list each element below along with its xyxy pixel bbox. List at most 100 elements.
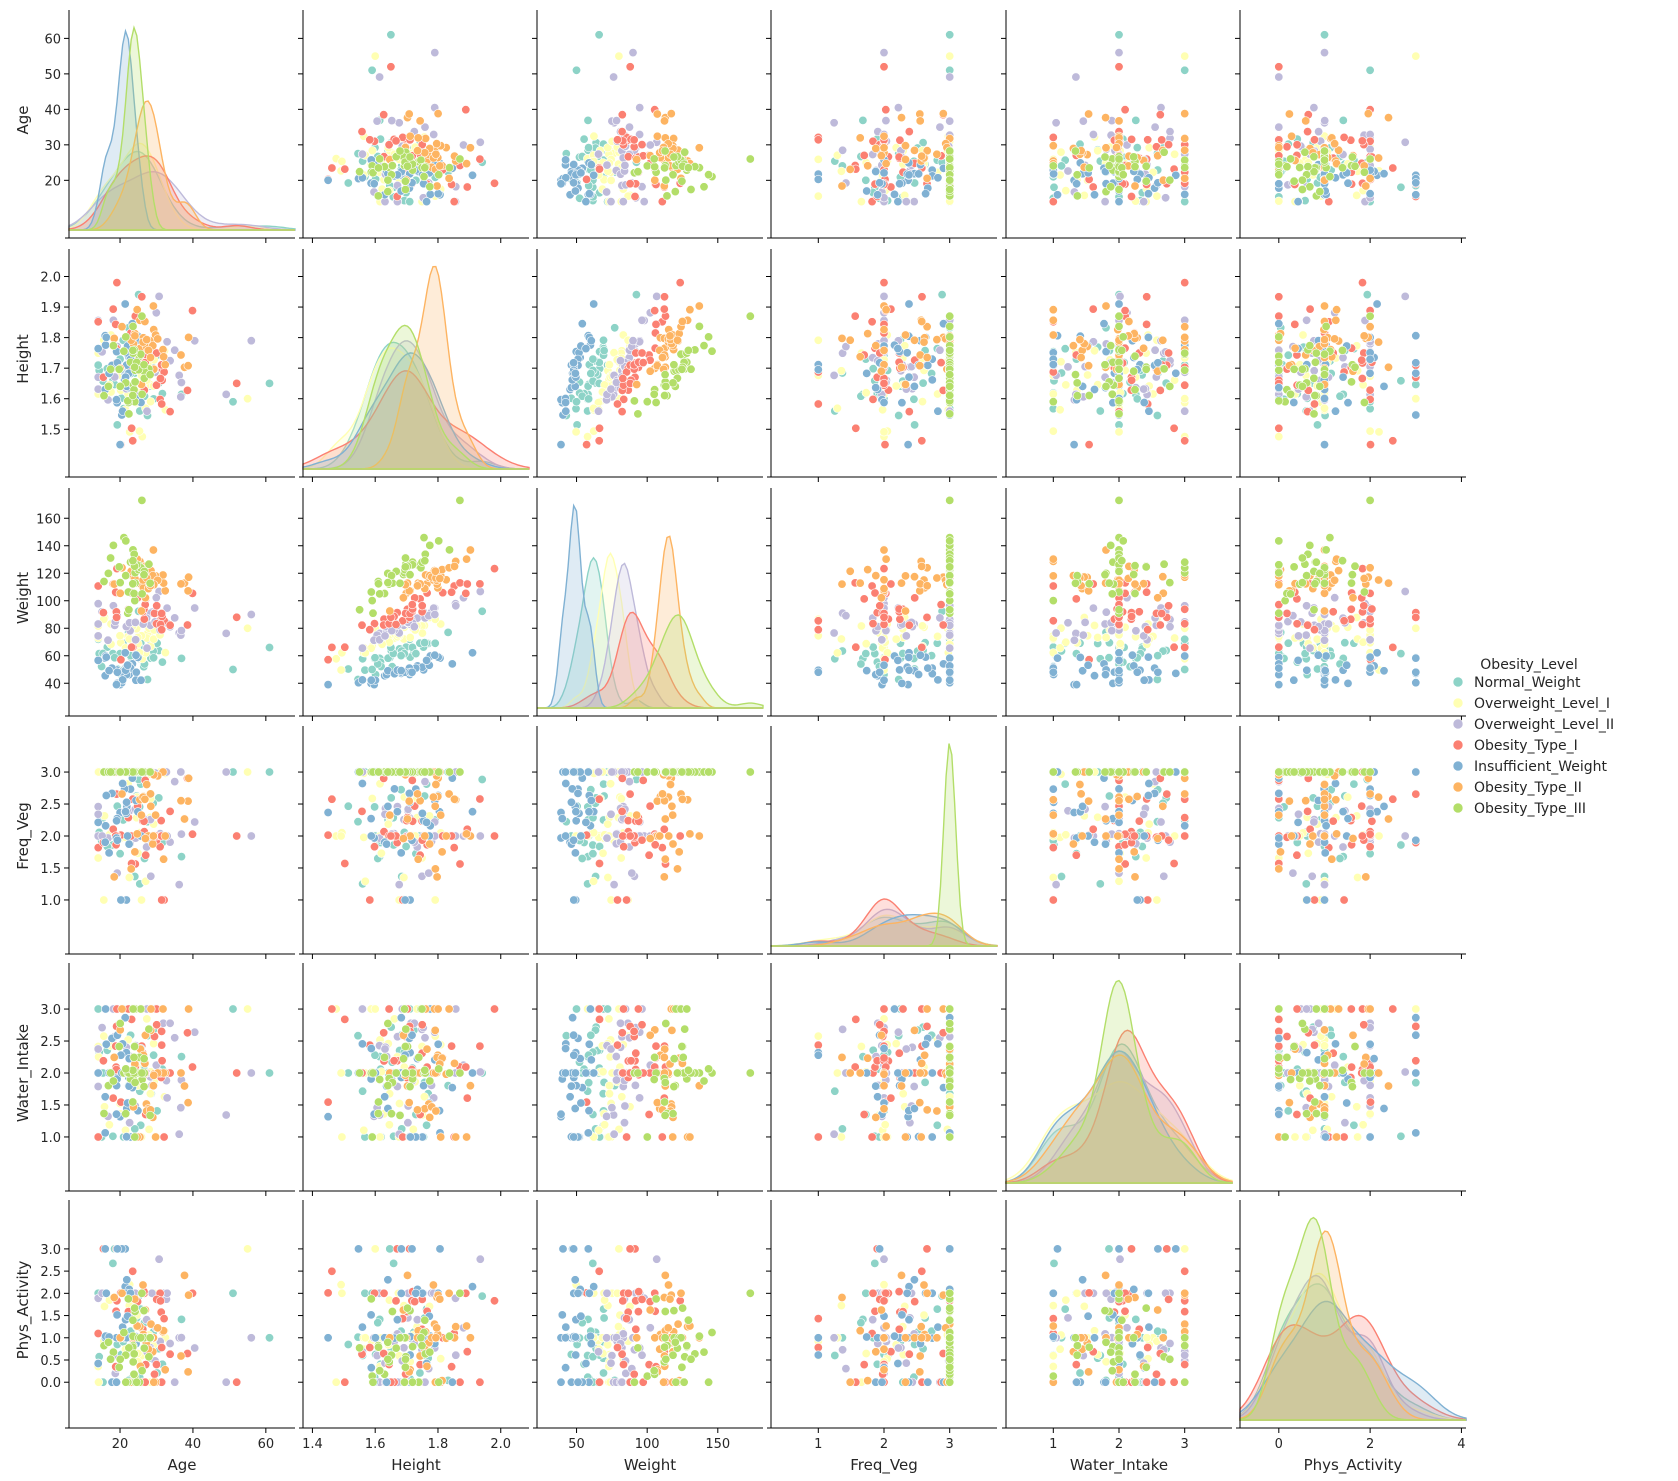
point-Obesity_Type_III-18	[1181, 349, 1189, 357]
point-Obesity_Type_II-2	[1287, 132, 1295, 140]
point-Obesity_Type_I-22	[142, 851, 150, 859]
point-Obesity_Type_I-13	[1127, 612, 1135, 620]
point-Insufficient_Weight-21	[401, 896, 409, 904]
point-Obesity_Type_III-29	[1275, 333, 1283, 341]
point-Insufficient_Weight-33	[880, 676, 888, 684]
point-Obesity_Type_III-21	[355, 606, 363, 614]
point-Obesity_Type_II-24	[131, 848, 139, 856]
point-Normal_Weight-25	[478, 775, 486, 783]
point-Insufficient_Weight-7	[578, 320, 586, 328]
point-Obesity_Type_I-14	[1170, 859, 1178, 867]
point-Obesity_Type_II-5	[880, 325, 888, 333]
point-Obesity_Type_III-34	[138, 768, 146, 776]
point-Overweight_Level_II-8	[619, 197, 627, 205]
point-Obesity_Type_III-11	[130, 589, 138, 597]
point-Overweight_Level_I-4	[857, 197, 865, 205]
point-Obesity_Type_II-18	[159, 855, 167, 863]
point-Obesity_Type_III-7	[1296, 163, 1304, 171]
point-Insufficient_Weight-19	[405, 789, 413, 797]
point-Insufficient_Weight-6	[905, 653, 913, 661]
point-Obesity_Type_II-26	[882, 555, 890, 563]
point-Obesity_Type_II-5	[665, 832, 673, 840]
point-Obesity_Type_III-34	[746, 312, 754, 320]
point-Obesity_Type_II-33	[1125, 795, 1133, 803]
point-Obesity_Type_III-32	[1320, 579, 1328, 587]
point-Obesity_Type_III-15	[1320, 350, 1328, 358]
point-Insufficient_Weight-13	[382, 840, 390, 848]
point-Obesity_Type_I-12	[1181, 437, 1189, 445]
point-Obesity_Type_I-15	[676, 832, 684, 840]
point-Obesity_Type_III-27	[1115, 185, 1123, 193]
point-Obesity_Type_III-13	[376, 590, 384, 598]
point-Insufficient_Weight-8	[1053, 654, 1061, 662]
point-Insufficient_Weight-20	[567, 798, 575, 806]
point-Overweight_Level_II-28	[936, 346, 944, 354]
point-Overweight_Level_I-0	[1090, 621, 1098, 629]
point-Obesity_Type_II-27	[1302, 117, 1310, 125]
point-Obesity_Type_II-21	[1112, 143, 1120, 151]
y-tick-label-Age: 60	[44, 32, 61, 47]
point-Obesity_Type_III-17	[131, 378, 139, 386]
point-Normal_Weight-34	[946, 31, 954, 39]
point-Normal_Weight-35	[572, 398, 580, 406]
point-Obesity_Type_II-31	[131, 332, 139, 340]
point-Obesity_Type_II-33	[141, 795, 149, 803]
point-Obesity_Type_II-7	[180, 815, 188, 823]
point-Overweight_Level_I-34	[371, 52, 379, 60]
point-Overweight_Level_II-6	[147, 872, 155, 880]
point-Obesity_Type_II-29	[877, 594, 885, 602]
point-Obesity_Type_I-34	[233, 832, 241, 840]
point-Obesity_Type_III-31	[1142, 768, 1150, 776]
point-Obesity_Type_III-13	[1108, 390, 1116, 398]
point-Insufficient_Weight-23	[946, 668, 954, 676]
point-Obesity_Type_III-29	[704, 768, 712, 776]
point-Normal_Weight-14	[1096, 880, 1104, 888]
point-Obesity_Type_I-14	[1275, 424, 1283, 432]
point-Obesity_Type_II-4	[660, 873, 668, 881]
point-Insufficient_Weight-30	[582, 197, 590, 205]
point-Obesity_Type_II-14	[901, 142, 909, 150]
point-Obesity_Type_III-31	[1290, 563, 1298, 571]
point-Normal_Weight-13	[1061, 345, 1069, 353]
point-Obesity_Type_II-12	[421, 134, 429, 142]
point-Obesity_Type_III-13	[650, 390, 658, 398]
point-Overweight_Level_II-9	[177, 393, 185, 401]
point-Obesity_Type_II-17	[1320, 302, 1328, 310]
point-Obesity_Type_III-34	[946, 155, 954, 163]
point-Obesity_Type_I-23	[166, 807, 174, 815]
point-Obesity_Type_II-9	[1181, 333, 1189, 341]
point-Overweight_Level_I-34	[1412, 52, 1420, 60]
point-Obesity_Type_III-31	[401, 177, 409, 185]
point-Obesity_Type_III-19	[374, 580, 382, 588]
point-Insufficient_Weight-5	[590, 171, 598, 179]
point-Obesity_Type_III-32	[1071, 579, 1079, 587]
point-Obesity_Type_II-15	[1069, 342, 1077, 350]
point-Overweight_Level_II-1	[175, 880, 183, 888]
y-tick-label-Age: 20	[44, 174, 61, 189]
point-Obesity_Type_I-33	[639, 776, 647, 784]
point-Obesity_Type_III-34	[746, 768, 754, 776]
panel-Height-vs-Water_Intake	[1001, 249, 1232, 482]
point-Obesity_Type_I-22	[1072, 851, 1080, 859]
point-Insufficient_Weight-23	[1049, 668, 1057, 676]
point-Normal_Weight-36	[1181, 635, 1189, 643]
point-Obesity_Type_II-9	[939, 109, 947, 117]
point-Insufficient_Weight-33	[137, 676, 145, 684]
point-Obesity_Type_III-34	[456, 496, 464, 504]
point-Obesity_Type_III-31	[678, 365, 686, 373]
point-Obesity_Type_III-16	[1275, 160, 1283, 168]
point-Obesity_Type_II-15	[872, 571, 880, 579]
point-Overweight_Level_II-2	[1310, 367, 1318, 375]
point-Obesity_Type_III-31	[115, 563, 123, 571]
point-Insufficient_Weight-0	[904, 440, 912, 448]
point-Overweight_Level_I-13	[837, 635, 845, 643]
point-Overweight_Level_II-28	[171, 614, 179, 622]
point-Overweight_Level_I-8	[116, 632, 124, 640]
point-Obesity_Type_II-29	[1154, 594, 1162, 602]
point-Overweight_Level_II-28	[1151, 346, 1159, 354]
point-Normal_Weight-35	[572, 66, 580, 74]
point-Obesity_Type_III-12	[1275, 609, 1283, 617]
point-Obesity_Type_I-20	[1412, 613, 1420, 621]
point-Overweight_Level_II-11	[476, 587, 484, 595]
point-Obesity_Type_III-17	[388, 161, 396, 169]
